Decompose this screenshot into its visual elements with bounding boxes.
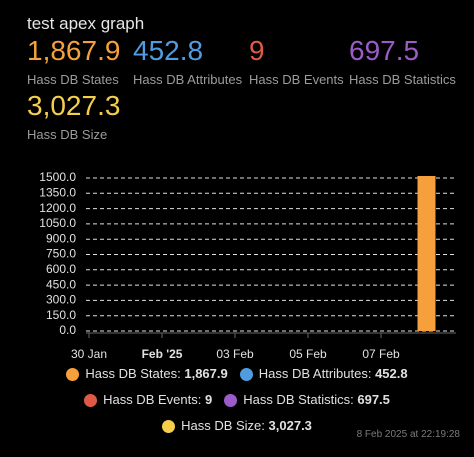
- legend-item[interactable]: Hass DB Events9: [84, 392, 212, 408]
- stat-label: Hass DB States: [27, 72, 119, 87]
- stat-label: Hass DB Statistics: [349, 72, 456, 87]
- y-tick-label: 450.0: [46, 277, 76, 291]
- stat: 452.8 Hass DB Attributes: [133, 35, 243, 88]
- y-tick-label: 300.0: [46, 293, 76, 307]
- legend-value: 3,027.3: [268, 418, 312, 433]
- stat-value: 1,867.9: [27, 35, 121, 66]
- stat: 9 Hass DB Events: [249, 35, 344, 88]
- legend-value: 9: [204, 392, 213, 407]
- legend-marker: [162, 419, 176, 433]
- stat: 3,027.3 Hass DB Size: [27, 90, 121, 143]
- y-tick-label: 150.0: [46, 308, 76, 322]
- legend-value: 1,867.9: [184, 366, 228, 381]
- legend-marker: [84, 393, 98, 407]
- stat-label: Hass DB Events: [249, 72, 344, 87]
- x-tick-label: 05 Feb: [289, 347, 327, 361]
- legend-marker: [239, 367, 253, 381]
- legend-item[interactable]: Hass DB Attributes452.8: [239, 366, 408, 382]
- legend-marker: [66, 367, 80, 381]
- legend-marker: [224, 393, 238, 407]
- y-tick-label: 600.0: [46, 262, 76, 276]
- legend-item[interactable]: Hass DB States1,867.9: [66, 366, 228, 382]
- y-tick-label: 750.0: [46, 247, 76, 261]
- bar: [417, 176, 436, 331]
- stat-label: Hass DB Attributes: [133, 72, 243, 87]
- legend-name: Hass DB Events: [103, 392, 205, 408]
- y-tick-label: 1050.0: [39, 216, 76, 230]
- stat-label: Hass DB Size: [27, 127, 108, 142]
- legend-value: 452.8: [375, 366, 408, 381]
- y-tick-label: 0.0: [59, 323, 76, 337]
- legend: Hass DB States1,867.9 Hass DB Attributes4…: [0, 366, 474, 434]
- legend-value: 697.5: [357, 392, 390, 407]
- legend-name: Hass DB Attributes: [259, 366, 375, 382]
- last-updated: 8 Feb 2025 at 22:19:28: [356, 429, 460, 440]
- x-tick-label: 07 Feb: [362, 347, 400, 361]
- y-tick-label: 900.0: [46, 231, 76, 245]
- chart: 0.0150.0300.0450.0600.0750.0900.01050.01…: [39, 170, 456, 361]
- stat: 697.5 Hass DB Statistics: [349, 35, 456, 88]
- card-title: test apex graph: [27, 14, 145, 33]
- stat-value: 452.8: [133, 35, 204, 66]
- x-tick-label: 30 Jan: [71, 347, 107, 361]
- legend-name: Hass DB Statistics: [243, 392, 357, 408]
- legend-name: Hass DB States: [85, 366, 184, 382]
- stat: 1,867.9 Hass DB States: [27, 35, 121, 88]
- bars: [417, 176, 436, 332]
- x-tick-label: 03 Feb: [216, 347, 254, 361]
- x-tick-label: Feb '25: [142, 347, 183, 361]
- legend-item[interactable]: Hass DB Statistics697.5: [224, 392, 390, 408]
- legend-item[interactable]: Hass DB Size3,027.3: [162, 418, 312, 434]
- stat-value: 9: [249, 35, 265, 66]
- stat-value: 3,027.3: [27, 90, 121, 121]
- stat-value: 697.5: [349, 35, 420, 66]
- y-tick-label: 1350.0: [39, 185, 76, 199]
- legend-name: Hass DB Size: [181, 418, 268, 434]
- y-tick-label: 1200.0: [39, 201, 76, 215]
- y-tick-label: 1500.0: [39, 170, 76, 184]
